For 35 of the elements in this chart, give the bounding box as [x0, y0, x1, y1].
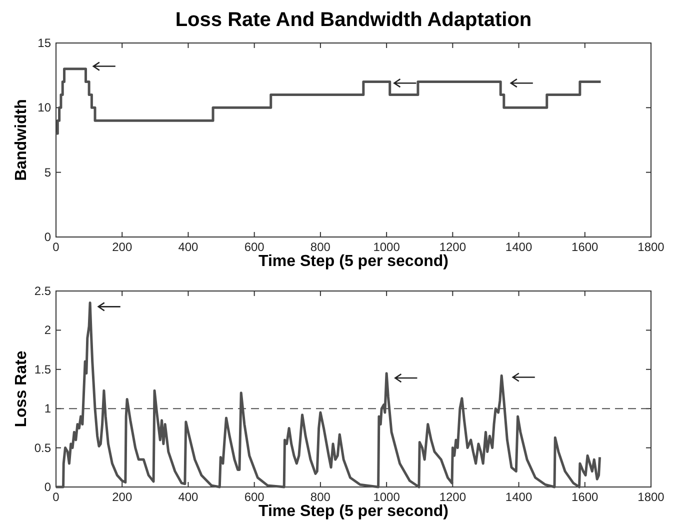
x-tick-label: 400 — [178, 490, 199, 504]
x-tick-label: 0 — [52, 240, 60, 254]
y-axis-title: Loss Rate — [13, 350, 30, 428]
y-tick-label: 2.5 — [34, 284, 52, 298]
x-tick-label: 1800 — [638, 490, 665, 504]
x-tick-label: 1000 — [373, 240, 400, 254]
y-tick-label: 0.5 — [34, 440, 52, 455]
y-tick-label: 1.5 — [34, 362, 52, 376]
y-axis-title: Bandwidth — [13, 99, 30, 181]
x-tick-label: 1600 — [572, 240, 599, 254]
x-tick-label: 1200 — [439, 490, 466, 504]
x-tick-label: 1000 — [373, 490, 400, 504]
x-tick-label: 1800 — [638, 240, 665, 254]
y-tick-label: 10 — [38, 100, 52, 115]
y-tick-label: 5 — [44, 165, 52, 180]
x-tick-label: 400 — [178, 240, 199, 254]
y-tick-label: 0 — [44, 480, 52, 494]
x-tick-label: 1200 — [439, 240, 466, 254]
y-tick-label: 1 — [44, 402, 52, 416]
x-tick-label: 800 — [310, 490, 331, 504]
chart-title: Loss Rate And Bandwidth Adaptation — [175, 9, 532, 31]
x-tick-label: 600 — [244, 240, 265, 254]
x-tick-label: 600 — [244, 490, 265, 504]
x-tick-label: 800 — [310, 240, 331, 254]
x-tick-label: 200 — [112, 490, 132, 504]
x-tick-label: 0 — [52, 490, 60, 504]
y-tick-label: 2 — [44, 323, 52, 338]
x-tick-label: 1600 — [572, 490, 599, 504]
x-tick-label: 1400 — [505, 240, 532, 254]
x-tick-label: 200 — [112, 240, 132, 254]
x-tick-label: 1400 — [505, 490, 532, 504]
y-tick-label: 15 — [38, 36, 52, 50]
x-axis-title: Time Step (5 per second) — [258, 503, 448, 520]
x-axis-title: Time Step (5 per second) — [258, 253, 448, 270]
y-tick-label: 0 — [44, 230, 52, 244]
